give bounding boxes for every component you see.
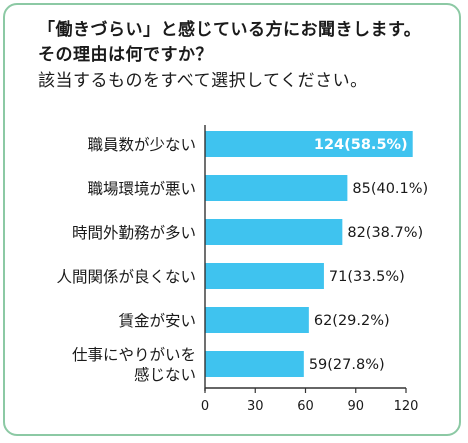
question-line-1: 「働きづらい」と感じている方にお聞きします。: [38, 20, 422, 40]
category-label-4: 人間関係が良くない: [56, 268, 196, 286]
category-label-1: 職員数が少ない: [87, 136, 196, 154]
bar-value-label-5: 62(29.2%): [314, 313, 390, 329]
x-tick-label-60: 60: [297, 399, 314, 414]
question-line-2: その理由は何ですか？: [38, 45, 213, 65]
bar-2: [205, 175, 348, 201]
bar-1: [205, 131, 413, 157]
category-label-3: 時間外勤務が多い: [72, 224, 196, 242]
category-label-2: 職場環境が悪い: [87, 179, 196, 198]
x-tick-label-0: 0: [201, 399, 209, 414]
category-label-6-line-2: 感じない: [134, 366, 196, 384]
bar-6: [205, 351, 304, 377]
bar-5: [205, 307, 309, 333]
category-label-5: 賃金が安い: [118, 312, 196, 330]
bar-value-label-1: 124(58.5%): [314, 137, 408, 153]
x-tick-label-30: 30: [247, 399, 264, 414]
bar-value-label-2: 85(40.1%): [352, 181, 428, 197]
bar-value-label-3: 82(38.7%): [347, 225, 423, 241]
x-tick-label-120: 120: [394, 399, 419, 414]
category-label-6-line-1: 仕事にやりがいを: [72, 346, 196, 364]
bar-4: [205, 263, 324, 289]
bar-3: [205, 219, 343, 245]
bar-value-label-4: 71(33.5%): [329, 269, 405, 285]
x-tick-label-90: 90: [347, 399, 364, 414]
bar-value-label-6: 59(27.8%): [309, 357, 385, 373]
question-line-3: 該当するものをすべて選択してください。: [38, 71, 368, 91]
